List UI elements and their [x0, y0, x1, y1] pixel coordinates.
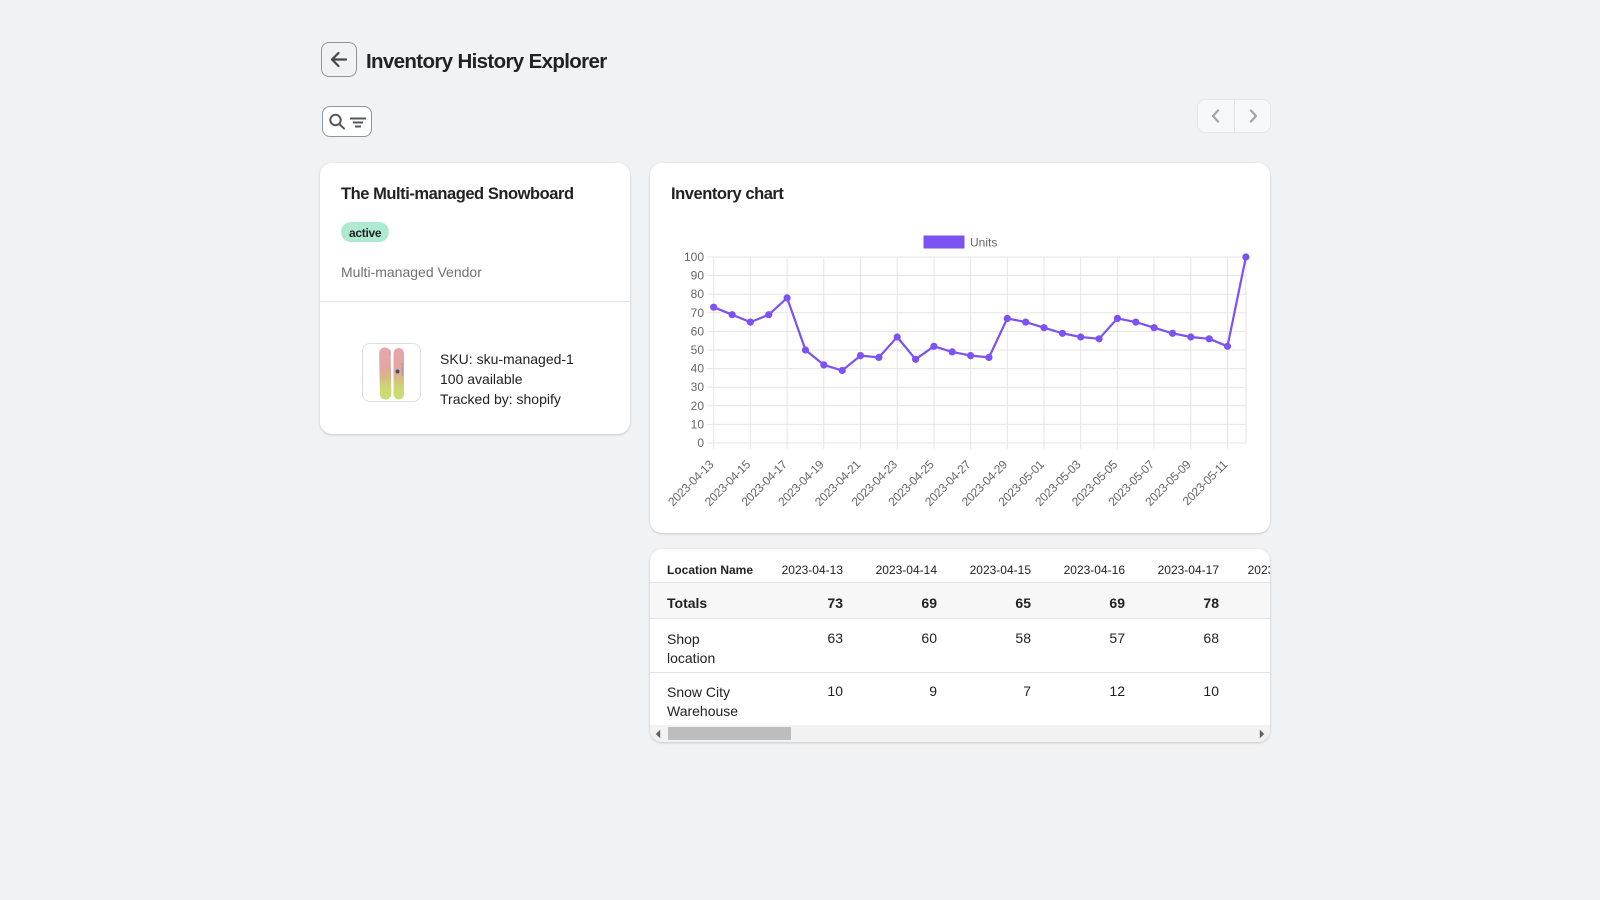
svg-text:100: 100 [684, 250, 704, 264]
svg-text:30: 30 [691, 380, 705, 394]
svg-text:70: 70 [691, 306, 705, 320]
svg-text:Units: Units [970, 236, 997, 250]
svg-text:60: 60 [691, 324, 705, 338]
svg-text:80: 80 [691, 287, 705, 301]
svg-text:20: 20 [691, 399, 705, 413]
svg-text:10: 10 [691, 417, 705, 431]
svg-text:40: 40 [691, 362, 705, 376]
svg-text:0: 0 [697, 436, 704, 450]
svg-text:50: 50 [691, 343, 705, 357]
svg-text:90: 90 [691, 269, 705, 283]
